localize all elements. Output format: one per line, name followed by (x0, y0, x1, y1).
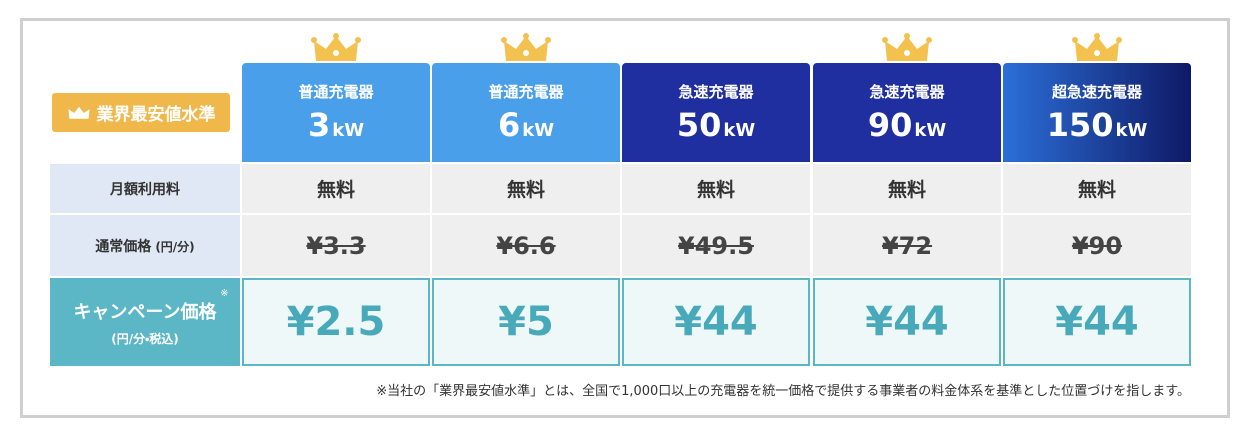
row-label-text: 通常価格 (95, 238, 152, 255)
cell-value: 無料 (887, 179, 926, 201)
power-unit: kW (914, 120, 947, 141)
cell-value: ¥44 (674, 299, 758, 345)
charger-type: 普通充電器 (298, 83, 374, 101)
column-header: 普通充電器 3 kW (242, 63, 430, 162)
badge-crown (67, 106, 90, 119)
cell-value: 無料 (1077, 179, 1116, 201)
charger-type: 急速充電器 (869, 83, 945, 101)
price-cell: 無料 (813, 164, 1001, 213)
power: 150 kW (1003, 106, 1191, 144)
crown (311, 33, 361, 65)
note-mark: ※ (220, 287, 229, 299)
cell-value: 無料 (506, 179, 545, 201)
row-label-sub: (円/分・税込) (111, 331, 179, 346)
price-cell: ¥5 (432, 278, 620, 366)
price-cell: ¥44 (1003, 278, 1191, 366)
power-value: 50 (676, 106, 722, 144)
power-unit: kW (332, 120, 365, 141)
cell-value: ¥2.5 (286, 299, 386, 345)
crown (501, 33, 551, 65)
power-value: 3 (307, 106, 331, 144)
row-label-line: 通常価格 (円/分) (95, 236, 194, 256)
row-label-line: キャンペーン価格 ※ (73, 288, 228, 324)
column-header: 普通充電器 6 kW (432, 63, 620, 162)
row-label: キャンペーン価格 ※ (円/分・税込) (50, 278, 240, 366)
frame (20, 18, 1230, 418)
price-cell: ¥44 (813, 278, 1001, 366)
power-unit: kW (522, 120, 555, 141)
power-unit: kW (723, 120, 756, 141)
cell-value: ¥72 (881, 231, 933, 260)
crown (1072, 33, 1122, 65)
price-cell: 無料 (622, 164, 810, 213)
cell-value: ¥3.3 (306, 231, 366, 260)
row-label: 通常価格 (円/分) (50, 215, 240, 276)
price-cell: ¥72 (813, 215, 1001, 276)
footnote: ※当社の「業界最安値水準」とは、全国で1,000口以上の充電器を統一価格で提供す… (376, 384, 1190, 399)
crown (882, 33, 932, 65)
cell-value: 無料 (316, 179, 355, 201)
price-cell: ¥44 (622, 278, 810, 366)
price-cell: 無料 (242, 164, 430, 213)
column-header: 超急速充電器 150 kW (1003, 63, 1191, 162)
price-cell: 無料 (432, 164, 620, 213)
cell-value: ¥49.5 (678, 231, 754, 260)
power-value: 6 (497, 106, 521, 144)
price-cell: ¥6.6 (432, 215, 620, 276)
price-cell: ¥3.3 (242, 215, 430, 276)
row-label-text: 月額利用料 (110, 181, 180, 198)
power: 3 kW (242, 106, 430, 144)
cell-value: ¥6.6 (496, 231, 556, 260)
cell-value: ¥44 (865, 299, 949, 345)
cell-value: 無料 (696, 179, 735, 201)
power: 90 kW (813, 106, 1001, 144)
power-value: 150 (1046, 106, 1114, 144)
charger-type: 普通充電器 (488, 83, 564, 101)
badge: 業界最安値水準 (52, 93, 230, 132)
cell-value: ¥5 (498, 299, 554, 345)
row-label-text: キャンペーン価格 (73, 301, 217, 323)
power-unit: kW (1115, 120, 1148, 141)
cell-value: ¥90 (1071, 231, 1123, 260)
power: 6 kW (432, 106, 620, 144)
price-cell: ¥90 (1003, 215, 1191, 276)
cell-value: ¥44 (1055, 299, 1139, 345)
row-label-line: 月額利用料 (110, 179, 180, 199)
price-cell: 無料 (1003, 164, 1191, 213)
power-value: 90 (867, 106, 913, 144)
column-header: 急速充電器 50 kW (622, 63, 810, 162)
badge-text: 業界最安値水準 (96, 105, 216, 125)
price-cell: ¥2.5 (242, 278, 430, 366)
price-cell: ¥49.5 (622, 215, 810, 276)
charger-type: 超急速充電器 (1051, 83, 1142, 101)
column-header: 急速充電器 90 kW (813, 63, 1001, 162)
power: 50 kW (622, 106, 810, 144)
row-label: 月額利用料 (50, 164, 240, 213)
row-label-unit: (円/分) (155, 239, 195, 254)
charger-type: 急速充電器 (678, 83, 754, 101)
